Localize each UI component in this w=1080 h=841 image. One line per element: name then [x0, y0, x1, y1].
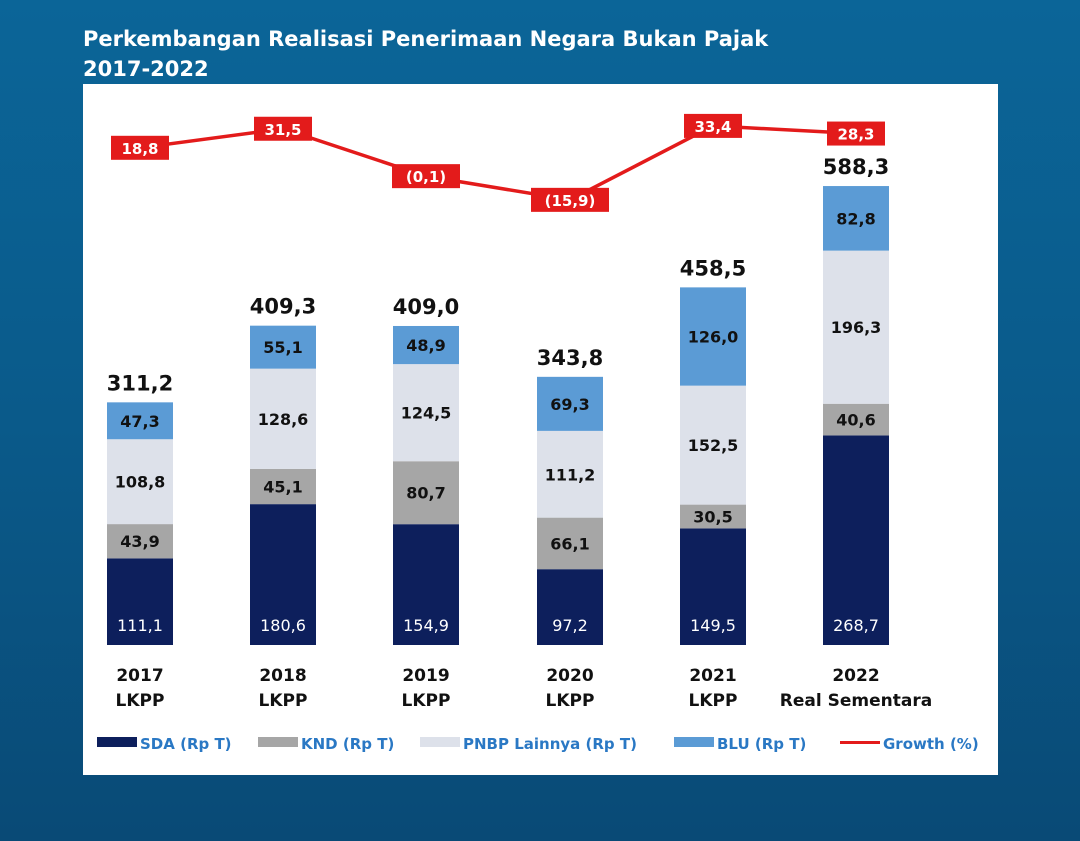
- segment-label: 111,2: [545, 465, 596, 484]
- x-tick-label: 2022: [832, 666, 879, 686]
- chart-panel: 111,1 43,9 108,8 47,3 311,2 2017 LKPP 180,6 45,1…: [83, 84, 998, 775]
- bar-segment-knd: [537, 517, 603, 570]
- segment-label: 268,7: [833, 616, 879, 635]
- title-line-1: Perkembangan Realisasi Penerimaan Negara…: [83, 27, 769, 51]
- growth-label: (0,1): [406, 168, 446, 186]
- legend-label: Growth (%): [883, 735, 979, 753]
- segment-label: 126,0: [688, 328, 739, 347]
- segment-label: 180,6: [260, 616, 306, 635]
- segment-label: 154,9: [403, 616, 449, 635]
- growth-label-box: [111, 135, 169, 160]
- bar-segment-sda: [107, 558, 173, 645]
- bar-segment-blu: [250, 325, 316, 369]
- x-tick-label: LKPP: [116, 691, 165, 711]
- segment-label: 66,1: [550, 534, 589, 553]
- total-label: 343,8: [537, 346, 603, 370]
- segment-label: 80,7: [406, 484, 445, 503]
- growth-label-box: [684, 113, 742, 138]
- x-tick-label: 2017: [116, 666, 163, 686]
- segment-label: 108,8: [115, 473, 166, 492]
- segment-label: 97,2: [552, 616, 588, 635]
- segment-label: 45,1: [263, 478, 302, 497]
- growth-label: (15,9): [545, 192, 596, 210]
- bar-segment-sda: [680, 528, 746, 645]
- bar-segment-pnbp: [107, 439, 173, 525]
- x-tick-label: LKPP: [259, 691, 308, 711]
- growth-label-box: [531, 187, 609, 212]
- growth-label: 31,5: [264, 121, 301, 139]
- segment-label: 69,3: [550, 395, 589, 414]
- bar-segment-knd: [107, 524, 173, 559]
- bar-segment-sda: [250, 504, 316, 645]
- x-tick-label: 2021: [689, 666, 736, 686]
- legend-label: BLU (Rp T): [717, 735, 806, 753]
- bar-segment-sda: [823, 435, 889, 645]
- growth-label-box: [827, 121, 885, 146]
- legend-label: PNBP Lainnya (Rp T): [463, 735, 637, 753]
- bar-segment-knd: [393, 461, 459, 525]
- bar-segment-blu: [107, 402, 173, 440]
- segment-label: 82,8: [836, 209, 875, 228]
- growth-label: 18,8: [121, 140, 158, 158]
- segment-label: 40,6: [836, 411, 875, 430]
- bar-segment-blu: [680, 287, 746, 386]
- growth-line: [139, 124, 857, 202]
- growth-label-box: [254, 116, 312, 141]
- growth-label-box: [392, 164, 460, 189]
- stacked-bar-chart: 111,1 43,9 108,8 47,3 311,2 2017 LKPP 180,6 45,1…: [97, 113, 979, 753]
- segment-label: 55,1: [263, 338, 302, 357]
- total-label: 409,0: [393, 295, 459, 319]
- segment-label: 128,6: [258, 410, 309, 429]
- bar-segment-pnbp: [250, 368, 316, 469]
- x-tick-label: LKPP: [689, 691, 738, 711]
- segment-label: 47,3: [120, 412, 159, 431]
- segment-label: 149,5: [690, 616, 736, 635]
- legend-swatch: [420, 737, 460, 747]
- legend-label: SDA (Rp T): [140, 735, 232, 753]
- total-label: 588,3: [823, 155, 889, 179]
- bar-segment-blu: [823, 186, 889, 251]
- bar-segment-sda: [393, 524, 459, 645]
- legend-label: KND (Rp T): [301, 735, 394, 753]
- bar-segment-knd: [250, 468, 316, 505]
- bar-segment-blu: [393, 325, 459, 365]
- bar-segment-sda: [537, 569, 603, 645]
- legend-swatch-growth: [840, 741, 880, 744]
- bar-segment-knd: [680, 504, 746, 529]
- legend-swatch: [674, 737, 714, 747]
- segment-label: 111,1: [117, 616, 163, 635]
- segment-label: 30,5: [693, 507, 732, 526]
- x-tick-label: 2019: [402, 666, 449, 686]
- chart-title: Perkembangan Realisasi Penerimaan Negara…: [83, 24, 768, 84]
- x-tick-label: 2020: [546, 666, 593, 686]
- bar-segment-pnbp: [823, 250, 889, 404]
- segment-label: 43,9: [120, 532, 159, 551]
- bar-segment-pnbp: [393, 364, 459, 462]
- segment-label: 196,3: [831, 318, 882, 337]
- bar-segment-pnbp: [537, 430, 603, 518]
- legend-swatch: [97, 737, 137, 747]
- x-tick-label: LKPP: [546, 691, 595, 711]
- x-tick-label: LKPP: [402, 691, 451, 711]
- segment-label: 124,5: [401, 404, 452, 423]
- segment-label: 48,9: [406, 336, 445, 355]
- x-tick-label: Real Sementara: [780, 691, 932, 711]
- bar-segment-blu: [537, 376, 603, 431]
- x-tick-label: 2018: [259, 666, 306, 686]
- bar-segment-pnbp: [680, 385, 746, 505]
- legend-swatch: [258, 737, 298, 747]
- total-label: 311,2: [107, 371, 173, 395]
- growth-label: 33,4: [694, 118, 731, 136]
- growth-label: 28,3: [837, 126, 874, 144]
- title-line-2: 2017-2022: [83, 57, 209, 81]
- total-label: 458,5: [680, 256, 746, 280]
- segment-label: 152,5: [688, 436, 739, 455]
- bar-segment-knd: [823, 403, 889, 436]
- total-label: 409,3: [250, 295, 316, 319]
